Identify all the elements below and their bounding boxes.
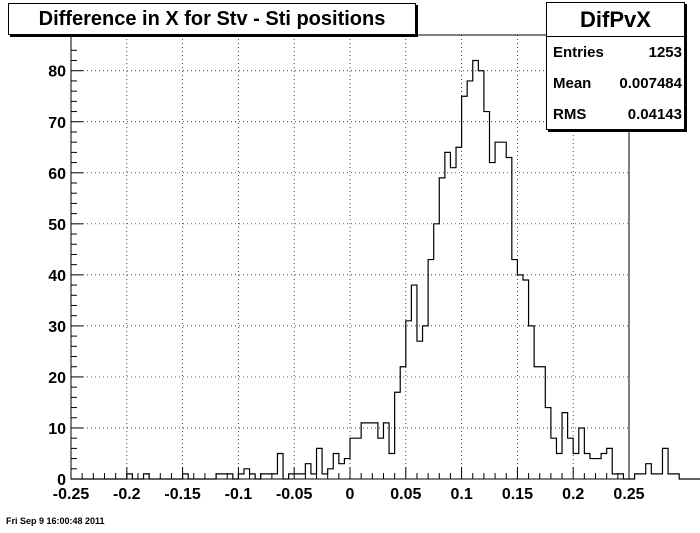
tick-labels: -0.25 -0.2 -0.15 -0.1 -0.05 0 0.05 0.1 0.15 0.2 0.…	[48, 64, 644, 503]
stats-histogram-name: DifPvX	[547, 3, 684, 37]
x-tick-label: -0.05	[276, 486, 313, 503]
x-tick-label: 0	[346, 486, 355, 503]
y-tick-label: 30	[48, 319, 66, 336]
y-tick-label: 10	[48, 421, 66, 438]
stats-entries-value: 1253	[648, 44, 682, 61]
x-tick-label: 0.15	[502, 486, 533, 503]
stats-entries-label: Entries	[553, 44, 604, 61]
y-tick-label: 60	[48, 166, 66, 183]
x-tick-label: -0.1	[225, 486, 253, 503]
x-tick-label: 0.2	[562, 486, 584, 503]
stats-mean-label: Mean	[553, 75, 592, 92]
y-tick-label: 0	[57, 472, 66, 489]
histogram-line	[71, 59, 700, 480]
stats-box: DifPvX Entries 1253 Mean 0.007484 RMS 0.…	[546, 2, 685, 130]
stats-row-mean: Mean 0.007484	[547, 68, 684, 99]
stats-rms-value: 0.04143	[627, 106, 682, 123]
x-tick-label: 0.05	[390, 486, 421, 503]
x-tick-label: -0.25	[53, 486, 90, 503]
y-tick-label: 20	[48, 370, 66, 387]
chart-title: Difference in X for Stv - Sti positions	[8, 3, 416, 35]
stats-mean-value: 0.007484	[619, 75, 682, 92]
stats-rms-label: RMS	[553, 106, 587, 123]
y-tick-label: 50	[48, 217, 66, 234]
y-tick-label: 70	[48, 115, 66, 132]
x-tick-label: -0.15	[164, 486, 201, 503]
x-tick-label: 0.25	[613, 486, 644, 503]
stats-row-rms: RMS 0.04143	[547, 99, 684, 130]
date-stamp: Fri Sep 9 16:00:48 2011	[6, 516, 105, 526]
grid	[70, 35, 630, 480]
stats-row-entries: Entries 1253	[547, 37, 684, 68]
y-tick-label: 80	[48, 64, 66, 81]
x-tick-label: 0.1	[450, 486, 472, 503]
y-tick-label: 40	[48, 268, 66, 285]
x-tick-label: -0.2	[113, 486, 141, 503]
